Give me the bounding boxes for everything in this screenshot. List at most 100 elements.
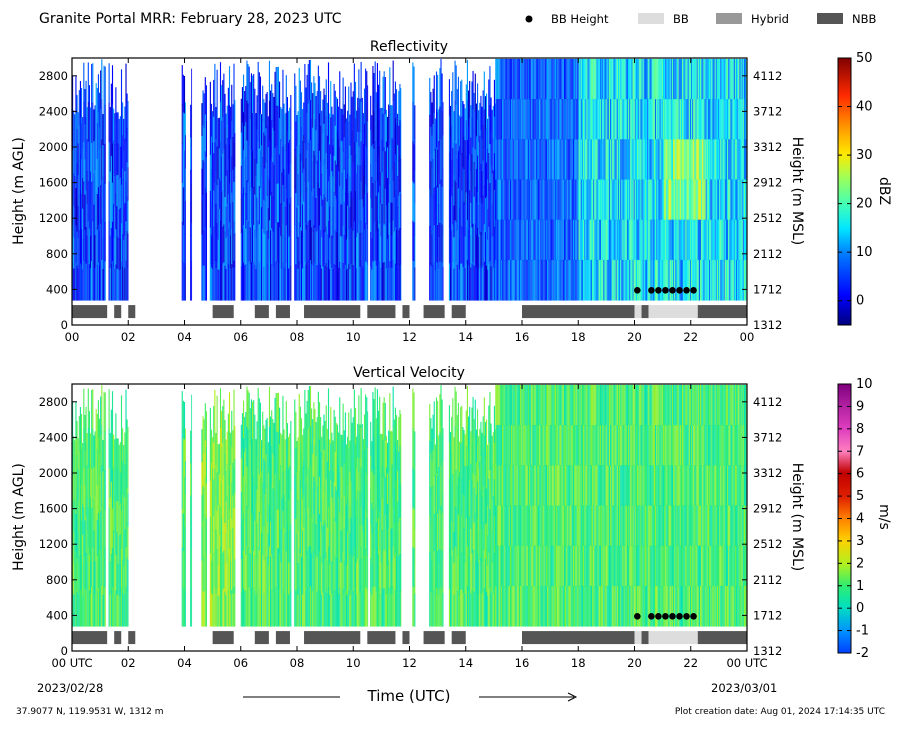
reflectivity-echo-cell [583,220,584,261]
reflectivity-echo-cell [606,139,607,180]
reflectivity-echo-cell [583,139,584,180]
velocity-echo-cell [89,554,90,590]
reflectivity-echo-cell [562,260,563,301]
reflectivity-echo-cell [357,199,358,233]
reflectivity-echo-cell [606,260,607,301]
reflectivity-echo-cell [309,260,310,301]
velocity-echo-cell [352,457,353,491]
reflectivity-echo-cell [484,224,485,263]
velocity-echo-cell [104,392,105,432]
velocity-echo-cell [313,402,314,440]
reflectivity-echo-cell [211,104,212,137]
velocity-echo-cell [128,593,129,627]
velocity-echo-cell [453,595,454,627]
reflectivity-echo-cell [100,224,101,263]
velocity-echo-cell [232,463,233,496]
velocity-echo-cell [299,510,300,549]
reflectivity-echo-cell [282,108,283,147]
velocity-echo-cell [190,463,191,496]
reflectivity-echo-cell [550,59,551,100]
velocity-echo-cell [221,590,222,626]
reflectivity-echo-cell [310,220,311,261]
reflectivity-echo-cell [375,141,376,181]
velocity-echo-cell [296,564,297,595]
reflectivity-echo-cell [277,145,278,184]
velocity-echo-cell [97,449,98,485]
reflectivity-echo-cell [665,59,666,100]
reflectivity-echo-cell [514,220,515,261]
velocity-echo-cell [493,497,494,530]
velocity-echo-cell [319,439,320,477]
reflectivity-echo-cell [91,103,92,143]
reflectivity-echo-cell [726,260,727,301]
reflectivity-echo-cell [601,220,602,261]
reflectivity-echo-cell [87,268,88,301]
velocity-echo-cell [397,533,398,565]
reflectivity-echo-cell [588,179,589,220]
reflectivity-bb-type-segment [255,305,269,318]
velocity-echo-cell [184,514,185,552]
reflectivity-echo-cell [439,223,440,262]
reflectivity-echo-cell [708,99,709,140]
velocity-echo-cell [482,465,483,498]
velocity-echo-cell [90,562,91,595]
velocity-echo-cell [243,589,244,627]
velocity-echo-cell [459,472,460,503]
velocity-echo-cell [476,462,477,495]
reflectivity-echo-cell [118,206,119,238]
reflectivity-echo-cell [257,198,258,233]
velocity-echo-cell [438,562,439,594]
reflectivity-echo-cell [84,159,85,195]
velocity-echo-cell [77,421,78,456]
reflectivity-y-tick-label-right: 2912 [753,176,782,190]
velocity-echo-cell [215,465,216,498]
reflectivity-echo-cell [288,269,289,301]
velocity-echo-cell [459,565,460,596]
reflectivity-echo-cell [580,59,581,100]
velocity-echo-cell [514,385,515,426]
velocity-echo-cell [99,419,100,454]
velocity-echo-cell [389,510,390,549]
velocity-echo-cell [509,465,510,506]
reflectivity-echo-cell [203,125,204,160]
reflectivity-echo-cell [563,59,564,100]
reflectivity-echo-cell [725,99,726,140]
velocity-echo-cell [466,446,467,482]
velocity-echo-cell [449,552,450,589]
velocity-echo-cell [99,453,100,488]
velocity-echo-cell [218,596,219,627]
velocity-echo-cell [355,444,356,481]
reflectivity-echo-cell [393,220,394,260]
reflectivity-echo-cell [696,220,697,261]
reflectivity-echo-cell [692,179,693,220]
velocity-echo-cell [263,559,264,593]
reflectivity-echo-cell [474,231,475,266]
reflectivity-echo-cell [363,238,364,270]
reflectivity-echo-cell [415,235,416,268]
velocity-echo-cell [398,591,399,626]
velocity-echo-cell [123,566,124,597]
velocity-echo-cell [249,393,250,432]
reflectivity-echo-cell [366,186,367,225]
velocity-echo-cell [381,498,382,531]
reflectivity-echo-cell [475,111,476,149]
velocity-echo-cell [359,525,360,559]
reflectivity-echo-cell [630,99,631,140]
reflectivity-echo-cell [634,139,635,180]
velocity-echo-cell [262,519,263,555]
velocity-echo-cell [113,498,114,530]
velocity-echo-cell [190,528,191,561]
velocity-echo-cell [123,445,124,476]
velocity-echo-cell [127,454,128,489]
reflectivity-echo-cell [300,264,301,301]
velocity-echo-cell [399,590,400,627]
velocity-echo-cell [121,395,122,434]
velocity-echo-cell [253,513,254,551]
reflectivity-echo-cell [77,95,78,130]
reflectivity-echo-cell [467,220,468,261]
reflectivity-echo-cell [513,59,514,100]
velocity-echo-cell [498,425,499,466]
reflectivity-echo-cell [390,105,391,138]
velocity-echo-cell [340,594,341,626]
reflectivity-echo-cell [527,99,528,140]
